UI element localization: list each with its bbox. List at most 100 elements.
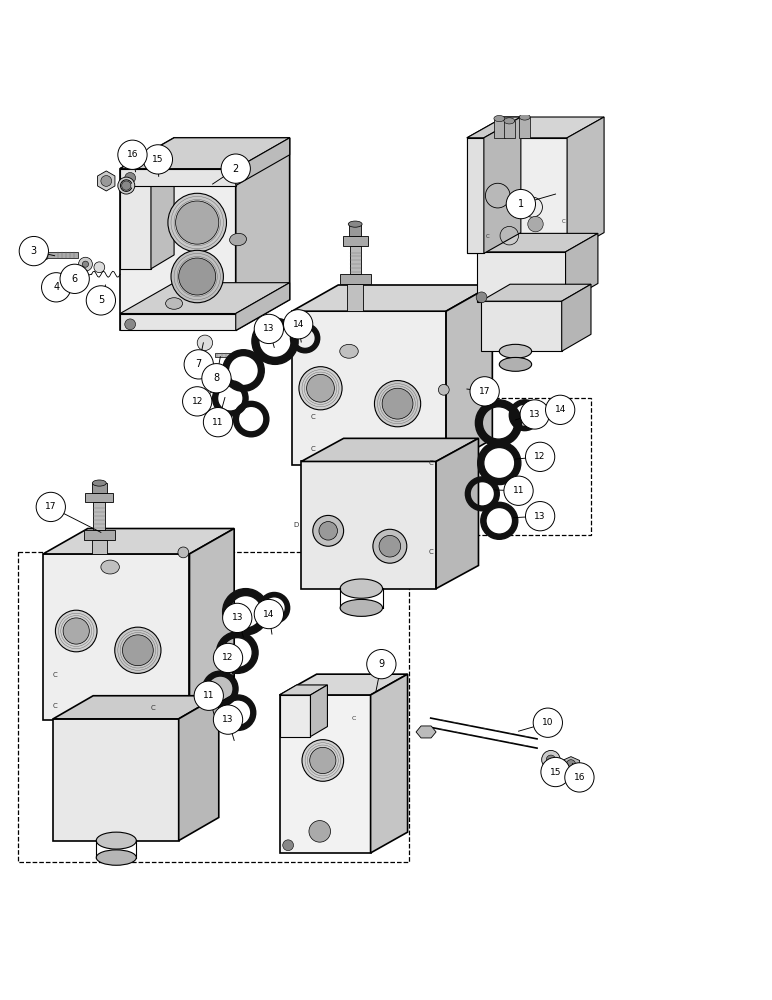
Text: 4: 4 — [53, 282, 59, 292]
Polygon shape — [279, 674, 408, 695]
Polygon shape — [477, 252, 566, 302]
Polygon shape — [292, 311, 446, 465]
Text: 10: 10 — [542, 718, 554, 727]
Polygon shape — [120, 169, 151, 269]
Text: 2: 2 — [232, 164, 239, 174]
Text: C: C — [352, 716, 357, 721]
Circle shape — [125, 319, 136, 330]
Polygon shape — [92, 483, 107, 493]
Circle shape — [254, 314, 283, 344]
Text: 13: 13 — [222, 715, 234, 724]
Polygon shape — [151, 155, 174, 269]
Text: 9: 9 — [378, 659, 384, 669]
Ellipse shape — [340, 344, 358, 358]
Circle shape — [382, 388, 413, 419]
Circle shape — [60, 264, 90, 293]
Ellipse shape — [499, 357, 532, 371]
Circle shape — [94, 262, 105, 273]
Text: 8: 8 — [213, 373, 219, 383]
Circle shape — [541, 757, 571, 787]
Circle shape — [374, 381, 421, 427]
Polygon shape — [235, 138, 290, 186]
Circle shape — [63, 618, 90, 644]
Circle shape — [83, 261, 89, 267]
Circle shape — [310, 747, 336, 774]
Circle shape — [567, 760, 576, 769]
Polygon shape — [562, 284, 591, 351]
Circle shape — [36, 492, 66, 522]
Circle shape — [283, 310, 313, 339]
Circle shape — [313, 515, 344, 546]
Text: C: C — [310, 414, 315, 420]
Polygon shape — [467, 117, 604, 138]
Text: 16: 16 — [574, 773, 585, 782]
Polygon shape — [279, 685, 327, 695]
Circle shape — [504, 476, 533, 505]
Text: 12: 12 — [534, 452, 546, 461]
Circle shape — [526, 442, 555, 471]
Circle shape — [520, 400, 550, 429]
Circle shape — [309, 821, 330, 842]
Circle shape — [197, 335, 212, 351]
Circle shape — [122, 181, 131, 190]
Circle shape — [306, 374, 334, 402]
Polygon shape — [46, 252, 78, 258]
Text: 13: 13 — [534, 512, 546, 521]
Circle shape — [526, 502, 555, 531]
Circle shape — [373, 529, 407, 563]
Polygon shape — [86, 493, 113, 502]
Text: C: C — [428, 549, 433, 555]
Circle shape — [470, 377, 499, 406]
Text: 14: 14 — [263, 610, 275, 619]
Ellipse shape — [93, 480, 107, 486]
Circle shape — [319, 522, 337, 540]
Circle shape — [221, 154, 250, 183]
Text: 11: 11 — [212, 418, 224, 427]
Text: 5: 5 — [98, 295, 104, 305]
Circle shape — [565, 763, 594, 792]
Circle shape — [171, 250, 223, 303]
Polygon shape — [566, 233, 598, 302]
Circle shape — [86, 286, 116, 315]
Polygon shape — [349, 224, 361, 236]
Polygon shape — [467, 138, 484, 253]
Polygon shape — [43, 554, 189, 720]
Circle shape — [194, 681, 223, 710]
Circle shape — [125, 172, 136, 183]
Polygon shape — [279, 695, 310, 737]
Circle shape — [123, 635, 154, 666]
Polygon shape — [120, 314, 235, 330]
Text: C: C — [151, 705, 156, 711]
Text: 12: 12 — [191, 397, 203, 406]
Polygon shape — [310, 685, 327, 737]
Polygon shape — [562, 757, 580, 772]
Ellipse shape — [494, 115, 505, 122]
Circle shape — [203, 408, 232, 437]
Circle shape — [42, 273, 71, 302]
Polygon shape — [53, 719, 178, 841]
Polygon shape — [120, 283, 290, 314]
Polygon shape — [120, 138, 290, 169]
Text: 13: 13 — [232, 613, 243, 622]
Text: 14: 14 — [293, 320, 304, 329]
Polygon shape — [178, 696, 218, 841]
Circle shape — [533, 708, 563, 737]
Polygon shape — [446, 285, 493, 465]
Polygon shape — [97, 171, 115, 191]
Text: 15: 15 — [550, 768, 561, 777]
Text: C: C — [310, 446, 315, 452]
Polygon shape — [235, 138, 290, 330]
Polygon shape — [481, 301, 562, 351]
Ellipse shape — [340, 579, 383, 598]
Circle shape — [213, 705, 242, 734]
Polygon shape — [477, 233, 598, 252]
Circle shape — [144, 145, 172, 174]
Polygon shape — [416, 726, 436, 738]
Polygon shape — [235, 283, 290, 330]
Circle shape — [506, 189, 536, 219]
Circle shape — [79, 257, 93, 271]
Polygon shape — [340, 274, 371, 284]
Circle shape — [19, 236, 49, 266]
Polygon shape — [567, 117, 604, 253]
Circle shape — [168, 193, 226, 252]
